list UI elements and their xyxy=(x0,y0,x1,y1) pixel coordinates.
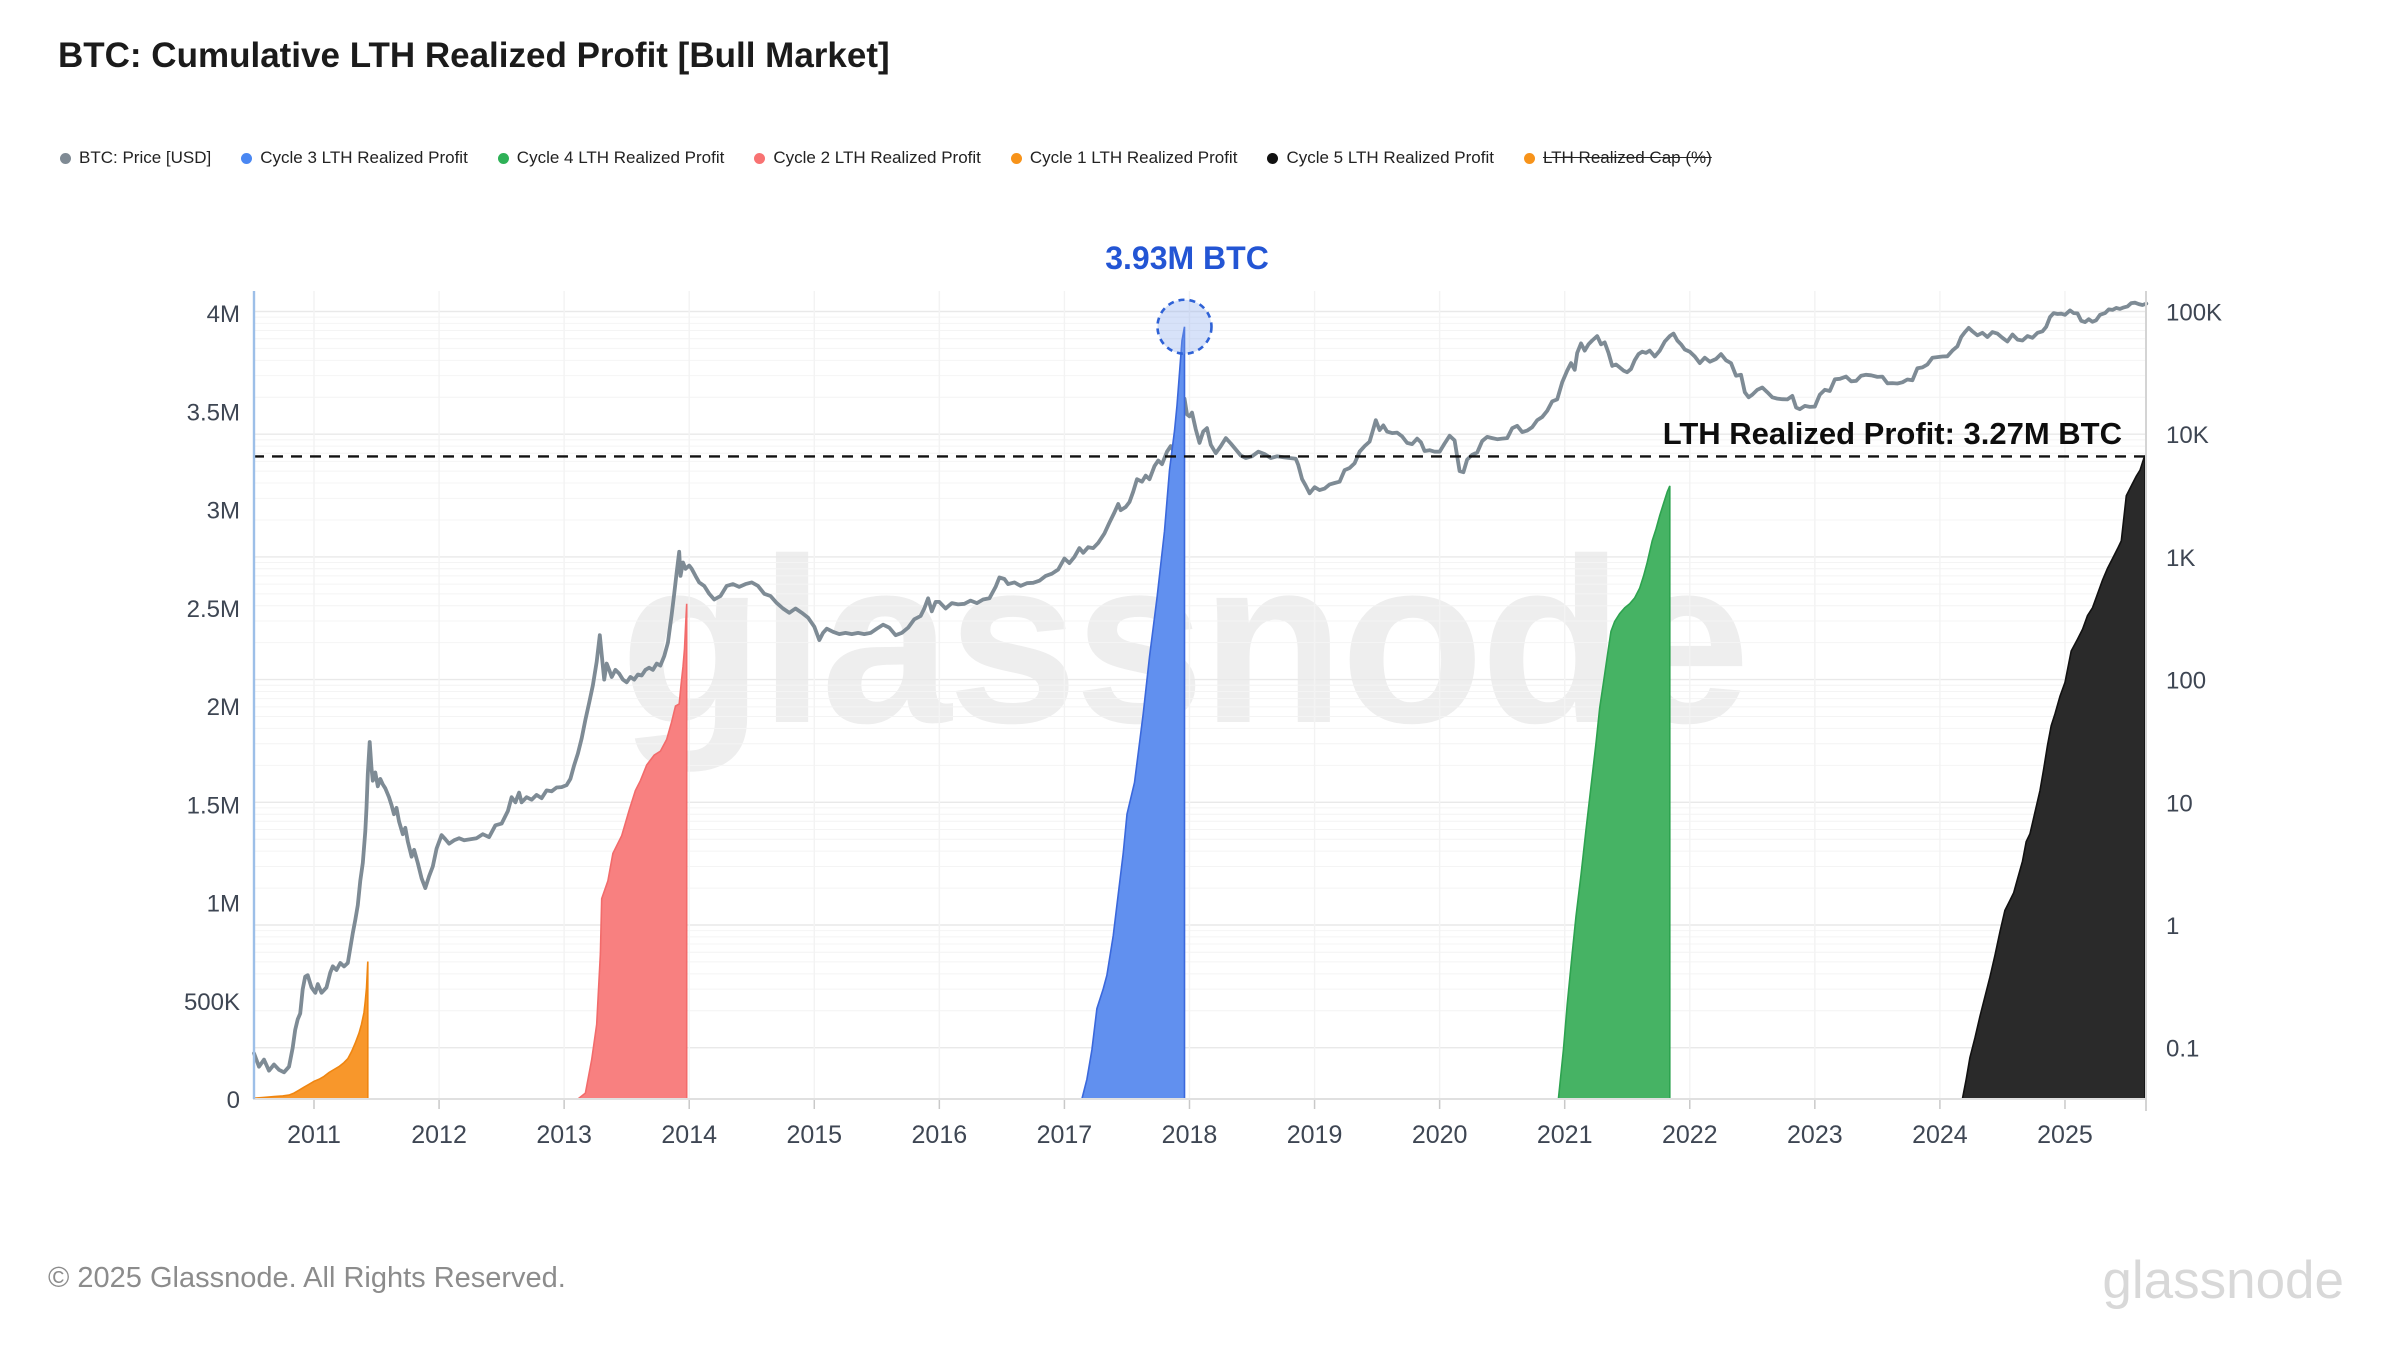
left-axis-label: 3.5M xyxy=(187,399,240,426)
area-cycle-3-lth-realized-profit xyxy=(1080,326,1186,1100)
glassnode-logo: glassnode xyxy=(2102,1251,2344,1310)
x-axis-label: 2016 xyxy=(912,1121,968,1149)
x-axis-label: 2023 xyxy=(1787,1121,1843,1149)
legend-label: Cycle 3 LTH Realized Profit xyxy=(260,148,468,167)
legend-item-lth-realized-cap[interactable]: LTH Realized Cap (%) xyxy=(1523,148,1712,168)
right-axis-label: 10 xyxy=(2166,790,2193,817)
left-axis-label: 3M xyxy=(207,498,240,525)
peak-annotation: 3.93M BTC xyxy=(1105,240,1269,276)
x-axis-label: 2013 xyxy=(536,1121,592,1149)
legend-label: Cycle 5 LTH Realized Profit xyxy=(1286,148,1494,167)
area-cycle-4-lth-realized-profit xyxy=(1557,485,1671,1100)
right-axis-label: 10K xyxy=(2166,422,2209,449)
x-axis-label: 2022 xyxy=(1662,1121,1718,1149)
x-axis-label: 2025 xyxy=(2037,1121,2093,1149)
legend-swatch-icon xyxy=(241,152,253,164)
copyright: © 2025 Glassnode. All Rights Reserved. xyxy=(48,1262,566,1294)
left-axis-label: 4M xyxy=(207,301,240,328)
legend-item-cycle-5-lth-realized-profit[interactable]: Cycle 5 LTH Realized Profit xyxy=(1267,148,1494,168)
legend-label: LTH Realized Cap (%) xyxy=(1542,148,1712,167)
area-cycle-1-lth-realized-profit xyxy=(253,961,369,1100)
left-axis-label: 1M xyxy=(207,891,240,918)
right-axis-label: 100 xyxy=(2166,668,2206,695)
x-axis-label: 2021 xyxy=(1537,1121,1593,1149)
x-axis-label: 2014 xyxy=(661,1121,717,1149)
legend-item-cycle-2-lth-realized-profit[interactable]: Cycle 2 LTH Realized Profit xyxy=(754,148,981,168)
left-axis-label: 0 xyxy=(227,1087,240,1114)
area-cycle-5-lth-realized-profit xyxy=(1961,453,2146,1100)
x-axis-label: 2011 xyxy=(287,1121,341,1149)
legend-item-cycle-4-lth-realized-profit[interactable]: Cycle 4 LTH Realized Profit xyxy=(497,148,725,168)
x-axis-label: 2019 xyxy=(1287,1121,1343,1149)
legend-item-cycle-1-lth-realized-profit[interactable]: Cycle 1 LTH Realized Profit xyxy=(1010,148,1238,168)
right-axis-label: 1K xyxy=(2166,545,2195,572)
left-axis-label: 500K xyxy=(184,989,240,1016)
legend-swatch-icon xyxy=(1523,152,1535,164)
legend-swatch-icon xyxy=(497,152,509,164)
legend-item-btc-price-usd[interactable]: BTC: Price [USD] xyxy=(60,148,211,168)
x-axis-label: 2015 xyxy=(786,1121,842,1149)
legend-label: Cycle 2 LTH Realized Profit xyxy=(773,148,981,167)
legend-swatch-icon xyxy=(60,152,71,164)
peak-marker-circle[interactable] xyxy=(1156,298,1213,356)
legend-swatch-icon xyxy=(754,152,766,164)
right-axis-label: 0.1 xyxy=(2166,1036,2199,1063)
x-axis-label: 2024 xyxy=(1912,1121,1968,1149)
right-axis-label: 100K xyxy=(2166,300,2222,327)
x-axis-label: 2012 xyxy=(411,1121,467,1149)
left-axis-label: 2M xyxy=(207,694,240,721)
legend-item-cycle-3-lth-realized-profit[interactable]: Cycle 3 LTH Realized Profit xyxy=(241,148,468,168)
legend-label: Cycle 4 LTH Realized Profit xyxy=(516,148,725,167)
legend-swatch-icon xyxy=(1010,152,1022,164)
x-axis-label: 2017 xyxy=(1037,1121,1093,1149)
left-axis-label: 1.5M xyxy=(187,792,240,819)
area-cycle-2-lth-realized-profit xyxy=(575,603,688,1100)
legend: BTC: Price [USD] Cycle 3 LTH Realized Pro… xyxy=(60,148,1712,168)
left-axis-label: 2.5M xyxy=(187,596,240,623)
right-axis-label: 1 xyxy=(2166,913,2179,940)
chart-title: BTC: Cumulative LTH Realized Profit [Bul… xyxy=(58,36,890,75)
legend-label: BTC: Price [USD] xyxy=(79,148,212,167)
legend-label: Cycle 1 LTH Realized Profit xyxy=(1029,148,1238,167)
profit-annotation: LTH Realized Profit: 3.27M BTC xyxy=(1662,416,2122,451)
x-axis-label: 2018 xyxy=(1162,1121,1218,1149)
x-axis-label: 2020 xyxy=(1412,1121,1468,1149)
legend-swatch-icon xyxy=(1267,152,1279,164)
